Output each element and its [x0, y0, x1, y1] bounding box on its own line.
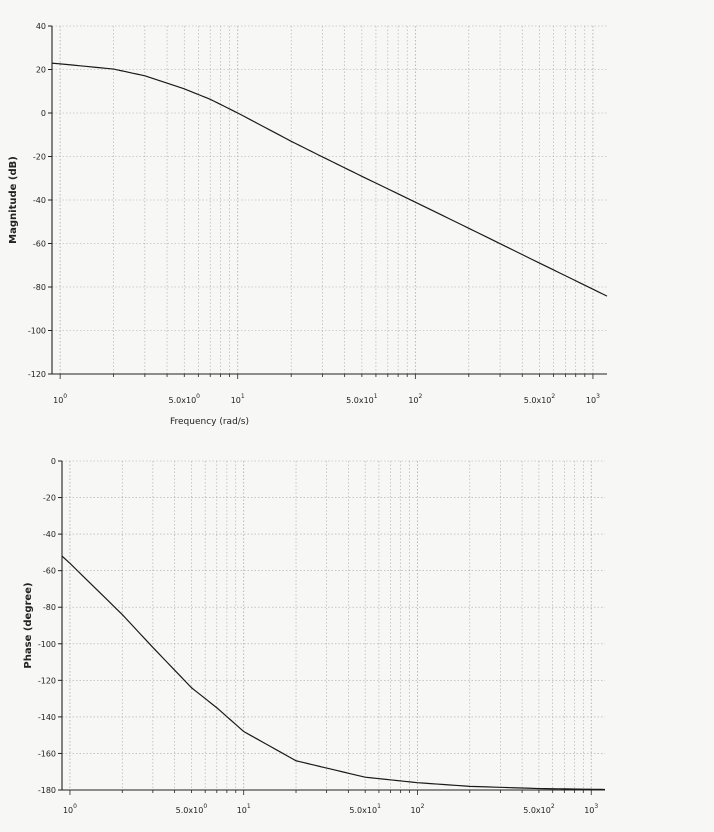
y-tick-label: -40 [43, 530, 56, 539]
y-tick-label: -20 [43, 494, 56, 503]
x-tick-label: 100 [63, 803, 77, 815]
x-tick-exponent: 2 [551, 393, 555, 400]
y-tick-label: -40 [33, 196, 46, 205]
y-axis-label: Phase (degree) [23, 582, 34, 668]
x-tick-exponent: 1 [374, 393, 378, 400]
x-tick-label: 5.0x102 [524, 393, 556, 405]
x-tick-label: 102 [410, 803, 424, 815]
x-tick-label: 5.0x100 [176, 803, 208, 815]
x-tick-label: 103 [586, 393, 600, 405]
x-tick-exponent: 0 [196, 393, 200, 400]
x-tick-exponent: 0 [203, 803, 207, 810]
y-tick-label: -140 [38, 713, 56, 722]
series-line [51, 62, 608, 297]
x-tick-exponent: 2 [419, 393, 423, 400]
y-tick-label: -100 [28, 327, 46, 336]
y-tick-label: -80 [33, 283, 46, 292]
x-axis-label: Frequency (rad/s) [170, 417, 249, 427]
y-tick-label: -20 [33, 153, 46, 162]
y-tick-label: -100 [38, 640, 56, 649]
x-tick-exponent: 3 [594, 803, 598, 810]
x-tick-label: 101 [237, 803, 251, 815]
x-tick-exponent: 0 [63, 393, 67, 400]
y-tick-label: -160 [38, 749, 56, 758]
y-tick-label: -80 [43, 603, 56, 612]
x-tick-label: 5.0x102 [523, 803, 555, 815]
y-axis-label: Magnitude (dB) [8, 156, 19, 244]
x-tick-label: 5.0x101 [349, 803, 381, 815]
x-tick-label: 5.0x101 [346, 393, 378, 405]
y-tick-label: 40 [36, 22, 46, 31]
x-tick-label: 102 [408, 393, 422, 405]
y-tick-label: -180 [38, 786, 56, 795]
x-tick-exponent: 1 [241, 393, 245, 400]
x-tick-label: 103 [584, 803, 598, 815]
y-tick-label: -60 [33, 240, 46, 249]
x-tick-label: 101 [231, 393, 245, 405]
y-tick-label: -120 [38, 676, 56, 685]
series-line [61, 555, 606, 791]
y-tick-label: -60 [43, 567, 56, 576]
x-tick-label: 100 [53, 393, 67, 405]
y-tick-label: 20 [36, 66, 46, 75]
x-tick-exponent: 3 [596, 393, 600, 400]
y-tick-label: 0 [51, 457, 56, 466]
y-tick-label: -120 [28, 370, 46, 379]
x-tick-exponent: 2 [421, 803, 425, 810]
x-tick-exponent: 0 [73, 803, 77, 810]
grid [62, 460, 605, 791]
x-tick-exponent: 1 [377, 803, 381, 810]
x-tick-label: 5.0x100 [169, 393, 201, 405]
y-tick-label: 0 [41, 109, 46, 118]
x-tick-exponent: 2 [551, 803, 555, 810]
grid [52, 25, 607, 375]
x-tick-exponent: 1 [247, 803, 251, 810]
